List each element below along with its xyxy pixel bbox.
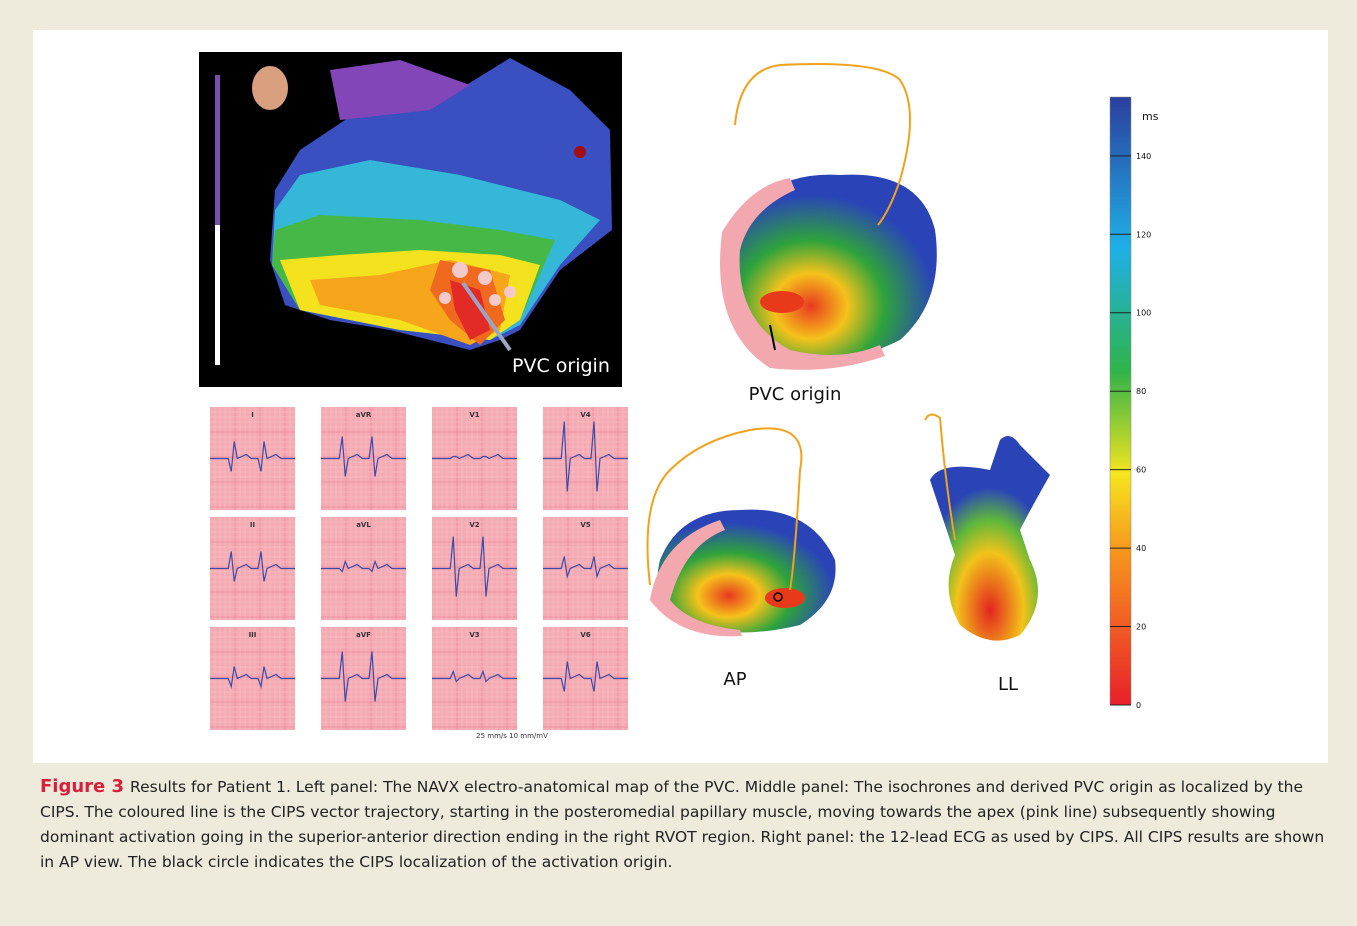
ecg-lead-label: V1 [469,411,479,419]
ecg-lead-label: aVL [356,521,371,529]
ecg-lead-label: I [251,411,254,419]
ecg-lead-label: III [249,631,257,639]
colorbar-tick-label: 140 [1136,152,1151,161]
isochrone-label: PVC origin [749,384,842,405]
page: PVC origin IaVR V1 V4 II aVL V2 V5 III aVF V3 V6 2… [0,0,1357,926]
ecg-lead-label: aVF [356,631,371,639]
colorbar-unit: ms [1142,110,1159,123]
ecg-lead-label: aVR [356,411,372,419]
caption-text: Results for Patient 1. Left panel: The N… [40,778,1324,871]
isochrone-ap [648,428,836,636]
isochrone-main [720,64,937,370]
colorbar-tick-label: 20 [1136,623,1146,632]
isochrone-ll [925,414,1050,640]
colorbar-tick-label: 0 [1136,701,1141,710]
ecg-lead-label: V2 [469,521,479,529]
colorbar-tick-label: 120 [1136,230,1151,239]
ecg-lead-label: II [250,521,255,529]
ecg-scale: 25 mm/s 10 mm/mV [476,732,548,740]
colorbar-tick-label: 40 [1136,544,1146,553]
isochrone-label: AP [723,669,746,690]
ecg-lead-label: V5 [580,521,590,529]
ecg-lead-label: V4 [580,411,590,419]
colorbar-tick-label: 100 [1136,309,1151,318]
ecg-lead-label: V3 [469,631,479,639]
colorbar [1110,97,1131,705]
ecg-lead-label: V6 [580,631,590,639]
caption-label: Figure 3 [40,776,124,797]
colorbar-tick-label: 60 [1136,466,1146,475]
colorbar-tick-label: 80 [1136,387,1146,396]
map-annotation: PVC origin [512,355,610,377]
isochrone-label: LL [998,674,1018,695]
